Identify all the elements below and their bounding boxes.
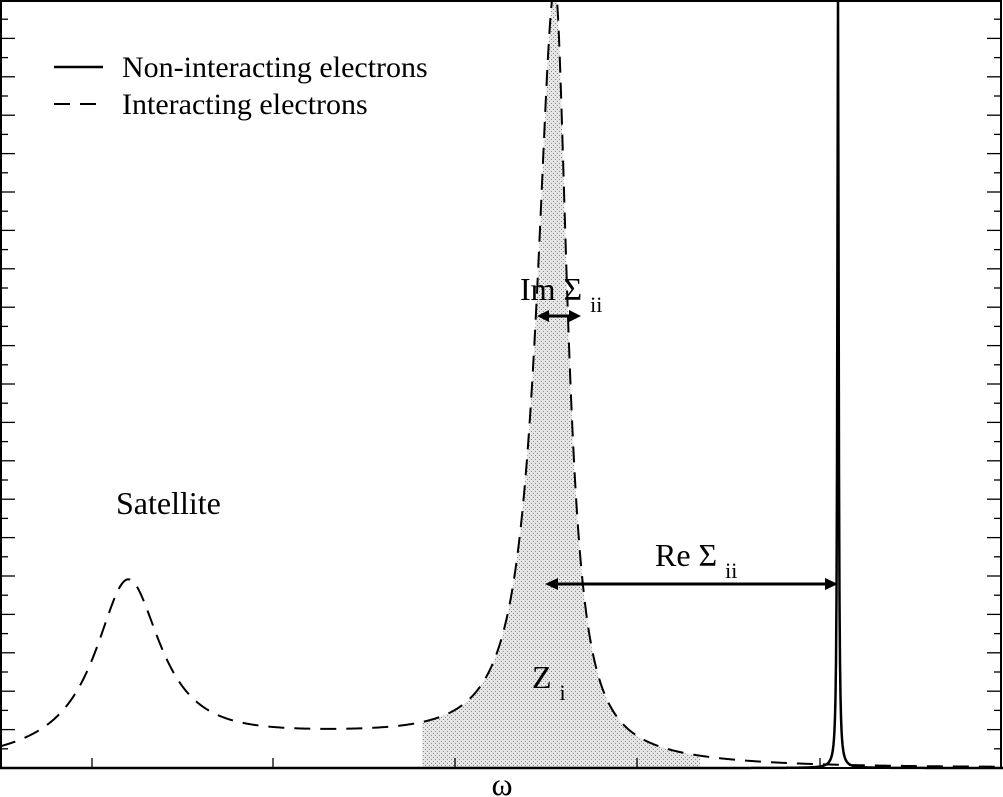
re-sigma-label: Re Σ ii (655, 537, 737, 583)
x-ticks (91, 758, 821, 768)
legend-label-non-interacting: Non-interacting electrons (122, 51, 428, 84)
y-ticks-right (987, 18, 1001, 769)
quasiparticle-weight-shading (422, 0, 700, 768)
series-interacting-electrons (0, 0, 1003, 768)
legend-label-interacting: Interacting electrons (122, 88, 368, 121)
im-sigma-arrowhead-left (537, 310, 549, 322)
satellite-label: Satellite (116, 485, 221, 521)
y-ticks-left (1, 18, 15, 769)
im-sigma-arrowhead-right (569, 310, 581, 322)
im-sigma-annotation: Im Σ ii (520, 271, 602, 322)
quasiparticle-weight-label: Z i (532, 659, 566, 705)
im-sigma-label: Im Σ ii (520, 271, 602, 317)
x-axis-label: ω (491, 766, 512, 797)
re-sigma-annotation: Re Σ ii (545, 537, 838, 590)
legend: Non-interacting electrons Interacting el… (54, 51, 428, 121)
re-sigma-arrowhead-right (825, 578, 838, 590)
series-non-interacting-electrons (0, 0, 1003, 770)
re-sigma-arrowhead-left (545, 578, 558, 590)
